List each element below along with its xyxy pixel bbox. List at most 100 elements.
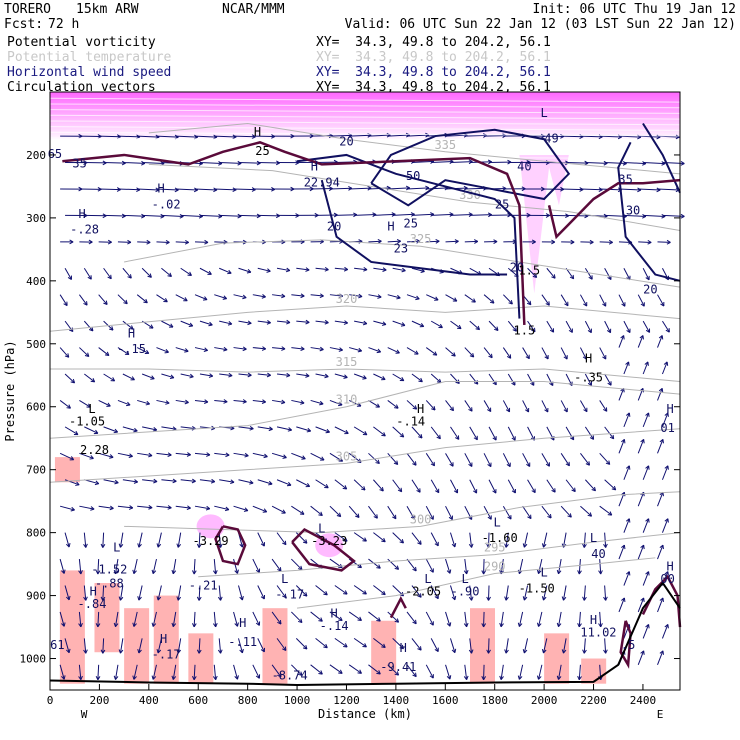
circulation-vector: [642, 320, 650, 333]
circulation-vector-head: [486, 596, 491, 601]
circulation-vector-head: [95, 570, 101, 575]
circulation-vector-head: [106, 402, 111, 407]
circulation-vector-head: [660, 302, 665, 307]
circulation-vector-head: [228, 372, 233, 378]
circulation-vector: [368, 611, 381, 622]
x-tick-label: 2000: [531, 694, 558, 707]
circulation-vector-head: [639, 335, 644, 340]
pv-low-fill: [371, 620, 397, 684]
circulation-vector-head: [144, 349, 150, 355]
circulation-vector: [426, 294, 439, 301]
circulation-vector-head: [412, 405, 418, 410]
circulation-vector: [334, 267, 348, 271]
circulation-vector-head: [664, 465, 669, 470]
circulation-vector-head: [647, 239, 652, 245]
circulation-vector-head: [603, 649, 608, 654]
circulation-vector: [411, 320, 424, 327]
circulation-vector-head: [561, 596, 567, 601]
circulation-vector: [157, 638, 162, 654]
circulation-vector: [584, 320, 592, 333]
circulation-vector: [180, 373, 194, 378]
circulation-vector: [585, 162, 608, 164]
circulation-vector: [102, 638, 105, 654]
circulation-vector-head: [137, 649, 142, 654]
circulation-vector: [177, 532, 182, 548]
circulation-vector: [425, 664, 434, 679]
circulation-vector-head: [210, 478, 216, 484]
circulation-vector: [464, 505, 473, 520]
circulation-vector: [214, 241, 228, 243]
circulation-vector-head: [417, 593, 422, 598]
circulation-vector-head: [582, 355, 587, 360]
circulation-vector: [542, 638, 548, 654]
circulation-vector-head: [585, 461, 591, 466]
circulation-vector-head: [212, 675, 218, 681]
circulation-vector: [156, 294, 168, 303]
legend-coordinates: XY= 34.3, 49.8 to 204.2, 56.1: [316, 80, 551, 95]
circulation-vector-head: [212, 623, 218, 628]
circulation-vector-head: [603, 596, 608, 601]
circulation-vector-head: [492, 489, 497, 494]
circulation-vector-head: [517, 622, 523, 627]
pv-low-fill: [262, 608, 288, 684]
circulation-vector: [406, 664, 417, 677]
circulation-vector-head: [602, 302, 607, 307]
circulation-vector-head: [532, 273, 538, 278]
circulation-vector: [122, 373, 135, 381]
circulation-vector: [523, 585, 529, 601]
circulation-vector: [257, 267, 271, 272]
circulation-vector: [238, 162, 261, 164]
circulation-vector-head: [196, 543, 202, 548]
circulation-vector-head: [69, 456, 75, 461]
circulation-vector-head: [65, 648, 71, 654]
circulation-vector: [623, 320, 631, 333]
circulation-vector-head: [191, 478, 196, 484]
circulation-vector: [584, 426, 594, 440]
pv-low-fill: [124, 608, 150, 684]
circulation-vector: [523, 638, 529, 654]
circulation-vector: [142, 479, 158, 482]
circulation-vector-head: [524, 407, 530, 413]
circulation-vector: [583, 638, 586, 654]
circulation-vector: [450, 161, 473, 164]
circulation-vector: [411, 638, 422, 651]
circulation-vector: [599, 135, 622, 138]
circulation-vector-head: [133, 427, 138, 433]
circulation-vector-head: [285, 267, 291, 273]
circulation-vector-head: [203, 347, 209, 353]
circulation-vector-head: [165, 400, 170, 405]
circulation-vector-head: [86, 403, 91, 408]
circulation-vector: [156, 399, 170, 404]
pv-contour: [291, 527, 356, 572]
circulation-vector: [199, 479, 215, 483]
circulation-vector: [175, 294, 188, 302]
circulation-vector: [156, 135, 179, 138]
circulation-vector: [618, 439, 625, 454]
circulation-vector: [233, 294, 247, 299]
circulation-vector-head: [323, 590, 328, 596]
circulation-vector-head: [151, 622, 157, 627]
circulation-vector-head: [255, 621, 261, 626]
circulation-vector: [213, 559, 217, 575]
circulation-vector: [137, 399, 150, 405]
wind-speed-label: 25: [495, 197, 509, 211]
circulation-vector: [353, 532, 367, 542]
circulation-vector: [310, 611, 323, 622]
circulation-vector-head: [377, 239, 382, 244]
circulation-vector: [142, 162, 165, 165]
circulation-vector: [117, 347, 130, 355]
circulation-vector: [425, 347, 438, 356]
circulation-vector: [425, 558, 434, 573]
circulation-vector: [604, 532, 607, 548]
wind-speed-label: H: [79, 207, 86, 221]
circulation-vector-head: [358, 293, 363, 299]
circulation-vector: [623, 412, 630, 428]
circulation-vector-head: [208, 321, 213, 327]
circulation-vector: [296, 267, 310, 271]
circulation-vector: [252, 611, 260, 626]
circulation-vector-head: [343, 320, 349, 325]
circulation-vector-head: [286, 481, 292, 487]
circulation-vector: [618, 135, 641, 138]
circulation-vector: [133, 558, 138, 574]
